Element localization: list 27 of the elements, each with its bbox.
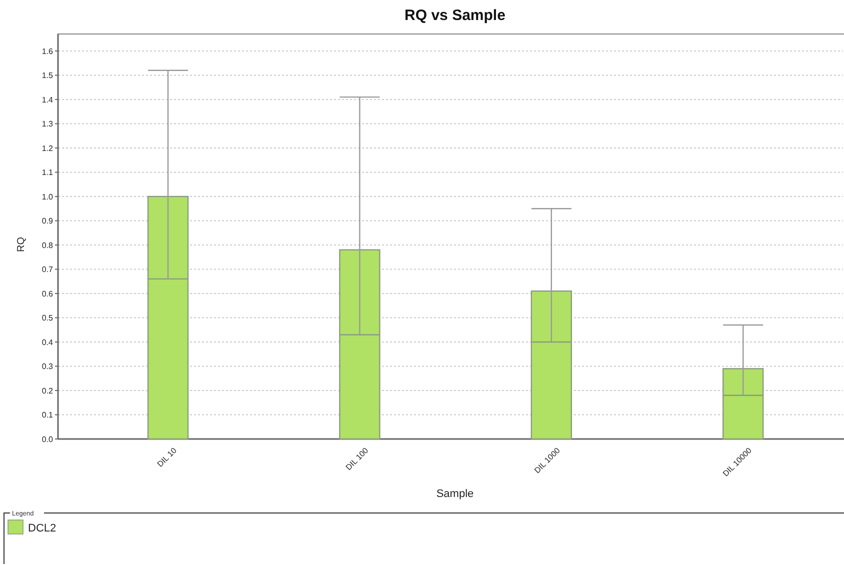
y-tick-label: 1.4	[42, 95, 54, 104]
y-tick-label: 0.1	[42, 410, 54, 420]
bar	[530, 290, 572, 440]
bar	[722, 368, 764, 440]
y-axis-title: RQ	[16, 236, 27, 252]
y-tick-label: 0.8	[42, 240, 54, 250]
y-tick-label: 0.3	[42, 362, 54, 372]
bar	[339, 249, 380, 440]
legend-label: DCL2	[28, 522, 56, 534]
y-tick-label: 0.2	[42, 386, 54, 396]
y-tick-label: 1.5	[42, 71, 54, 80]
y-tick-label: 0.6	[42, 289, 54, 298]
y-tick-label: 0.5	[42, 314, 54, 323]
x-tick-label: DIL 10	[156, 446, 179, 469]
y-tick-label: 1.3	[42, 120, 54, 129]
chart-title: RQ vs Sample	[404, 7, 506, 24]
y-tick-label: 0.0	[42, 434, 54, 444]
y-tick-label: 1.2	[42, 144, 54, 153]
y-tick-label: 1.1	[42, 168, 54, 178]
y-tick-label: 0.4	[42, 338, 54, 347]
x-axis-title: Sample	[436, 488, 474, 500]
bar	[147, 196, 189, 440]
y-tick-label: 1.6	[42, 46, 54, 56]
x-tick-label: DIL 100	[344, 446, 370, 472]
y-tick-label: 0.9	[42, 216, 54, 226]
y-tick-label: 0.7	[42, 265, 54, 274]
y-tick-label: 1.0	[42, 192, 54, 202]
